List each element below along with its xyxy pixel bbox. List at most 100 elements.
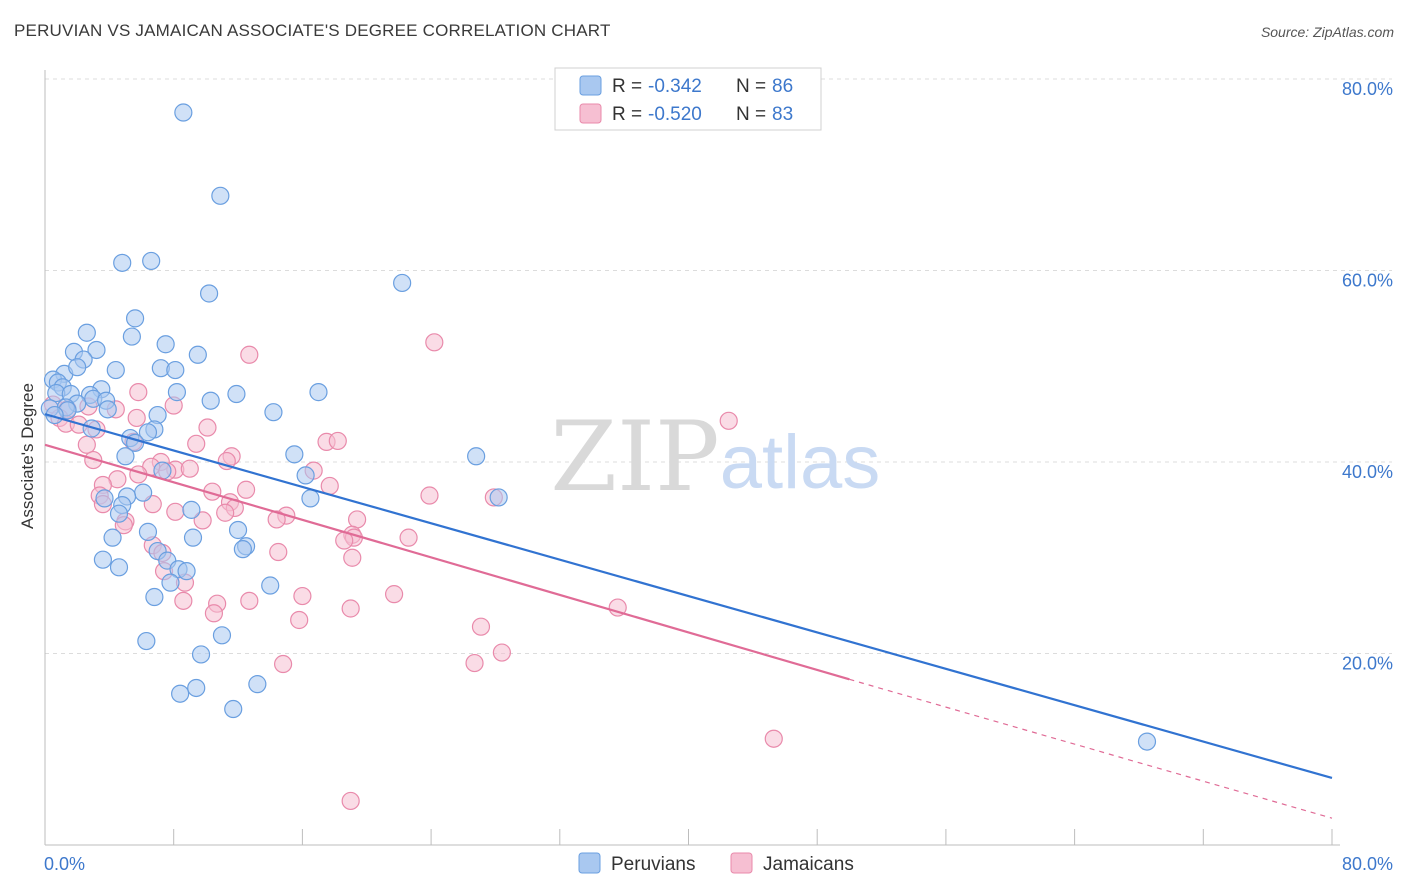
- peruvians-point: [191, 645, 211, 664]
- peruvians-point: [309, 383, 328, 402]
- peruvians-point: [98, 400, 117, 419]
- jamaicans-point: [127, 408, 146, 428]
- jamaicans-point: [399, 528, 418, 547]
- peruvians-point: [106, 360, 125, 380]
- jamaicans-point: [425, 333, 444, 352]
- peruvians-point: [489, 488, 508, 507]
- x-tick-label-max: 80.0%: [1342, 854, 1393, 874]
- peruvians-point: [138, 423, 158, 442]
- legend-jamaicans-label: Jamaicans: [763, 854, 854, 875]
- jamaicans-point: [290, 610, 309, 630]
- peruvians-point: [227, 384, 246, 404]
- stats-legend: R = -0.342 N = 86 R = -0.520 N = 83: [554, 67, 822, 131]
- legend-r-label-2: R =: [612, 104, 642, 125]
- y-tick-label: 20.0%: [1342, 654, 1393, 674]
- peruvians-point: [228, 520, 248, 540]
- peruvians-point: [161, 573, 180, 592]
- peruvians-point: [68, 358, 87, 377]
- jamaicans-point: [204, 604, 224, 623]
- peruvians-point: [211, 186, 230, 205]
- peruvians-point: [264, 403, 283, 422]
- peruvians-point: [125, 309, 145, 328]
- peruvians-point: [1137, 732, 1157, 751]
- peruvians-point: [116, 447, 135, 466]
- peruvians-point: [167, 383, 187, 402]
- source-credit: Source: ZipAtlas.com: [1260, 24, 1394, 40]
- legend-n-value-2: 83: [772, 104, 793, 125]
- peruvians-point: [156, 335, 175, 354]
- jamaicans-point: [471, 617, 491, 636]
- peruvians-point: [113, 253, 132, 272]
- peruvians-point: [174, 103, 193, 122]
- peruvians-point: [296, 466, 315, 485]
- peruvians-point: [82, 419, 101, 438]
- jamaicans-point: [77, 435, 96, 454]
- jamaicans-point: [465, 653, 484, 673]
- jamaicans-point: [328, 431, 347, 451]
- jamaicans-trend-line: [44, 443, 850, 681]
- x-tick-label-min: 0.0%: [44, 854, 85, 874]
- peruvians-point: [182, 500, 201, 519]
- jamaicans-point: [216, 503, 235, 522]
- peruvians-point: [224, 699, 243, 719]
- legend-jamaicans-swatch: [730, 852, 753, 874]
- peruvians-point: [188, 345, 207, 364]
- peruvians-point: [187, 678, 206, 698]
- peruvians-point: [109, 558, 129, 577]
- peruvians-point: [183, 528, 203, 547]
- peruvians-point: [199, 284, 219, 303]
- jamaicans-point: [420, 486, 439, 505]
- legend-r-value-2: -0.520: [648, 104, 702, 125]
- legend-n-label-2: N =: [736, 104, 766, 125]
- jamaicans-point: [293, 586, 312, 606]
- peruvians-swatch: [579, 75, 602, 96]
- jamaicans-point: [180, 459, 199, 478]
- jamaicans-point: [174, 591, 193, 610]
- jamaicans-trend-extension: [849, 678, 1333, 819]
- peruvians-point: [103, 528, 122, 547]
- peruvians-point: [177, 562, 196, 581]
- jamaicans-point: [166, 502, 185, 521]
- legend-r-label-1: R =: [612, 76, 642, 97]
- jamaicans-point: [492, 643, 511, 662]
- peruvians-point: [201, 391, 220, 410]
- peruvians-point: [248, 675, 267, 694]
- peruvians-point: [142, 251, 161, 271]
- jamaicans-swatch: [579, 103, 602, 124]
- jamaicans-point: [187, 434, 206, 453]
- jamaicans-point: [240, 591, 259, 610]
- y-tick-label: 60.0%: [1342, 271, 1393, 291]
- jamaicans-point: [341, 791, 360, 811]
- watermark-atlas: atlas: [720, 420, 881, 505]
- peruvians-point: [87, 340, 106, 360]
- tick-labels: 20.0% 40.0% 60.0% 80.0% 0.0% 80.0%: [44, 79, 1393, 874]
- peruvians-point: [138, 522, 158, 541]
- jamaicans-point: [273, 654, 293, 674]
- peruvians-point: [233, 540, 252, 559]
- peruvians-trend-line: [44, 413, 1333, 780]
- legend-n-value-1: 86: [772, 76, 793, 97]
- legend-n-label-1: N =: [736, 76, 766, 97]
- peruvians-point: [145, 587, 164, 607]
- jamaicans-point: [84, 450, 103, 470]
- legend-peruvians-label: Peruvians: [611, 854, 696, 875]
- jamaicans-point: [764, 729, 783, 748]
- y-tick-label: 80.0%: [1342, 79, 1393, 99]
- series-legend: Peruvians Jamaicans: [578, 852, 854, 875]
- jamaicans-point: [341, 599, 360, 618]
- peruvians-point: [137, 631, 156, 651]
- peruvians-point: [95, 489, 114, 508]
- jamaicans-point: [193, 511, 212, 530]
- jamaicans-point: [240, 345, 259, 364]
- jamaicans-point: [269, 542, 288, 562]
- jamaicans-point: [384, 585, 404, 604]
- trend-lines: [44, 413, 1333, 819]
- peruvians-point: [285, 445, 304, 464]
- watermark: ZIP atlas: [550, 401, 880, 513]
- peruvians-point: [171, 684, 190, 703]
- legend-peruvians-swatch: [578, 852, 601, 874]
- y-tick-label: 40.0%: [1342, 462, 1393, 482]
- axes: [44, 70, 1340, 846]
- peruvians-point: [122, 327, 141, 346]
- peruvians-point: [134, 483, 153, 502]
